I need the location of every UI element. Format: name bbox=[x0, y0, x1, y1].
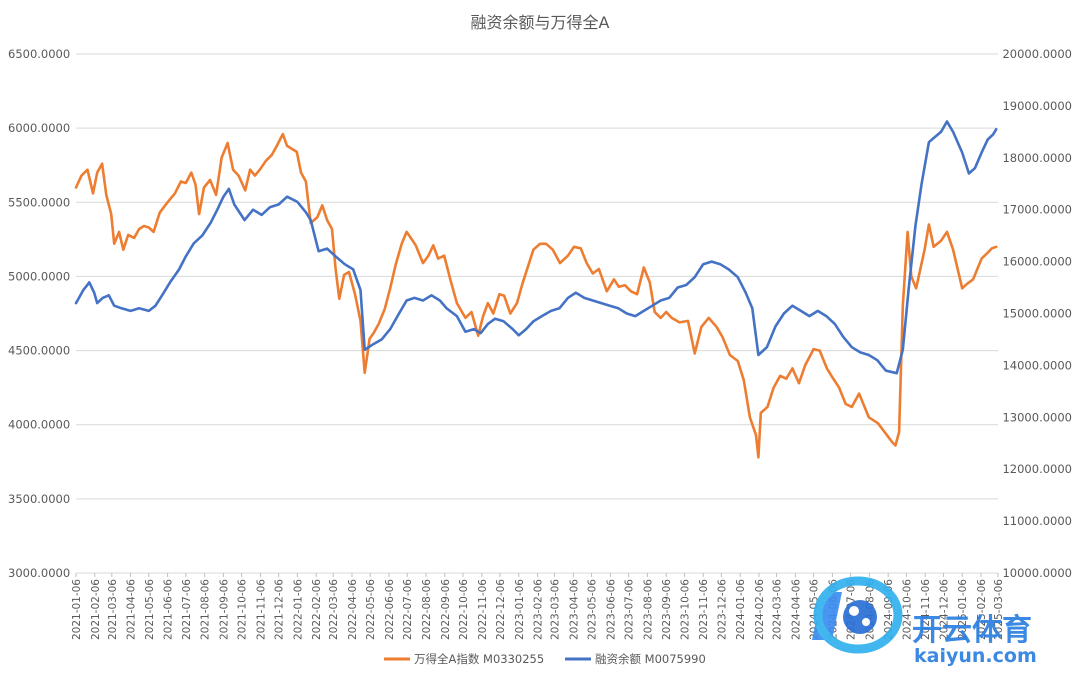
x-tick-label: 2022-03-06 bbox=[328, 579, 340, 640]
x-tick-label: 2023-10-06 bbox=[679, 579, 691, 640]
x-tick-label: 2022-05-06 bbox=[365, 579, 377, 640]
x-tick-label: 2021-01-06 bbox=[71, 579, 83, 640]
left-tick-label: 6500.0000 bbox=[8, 47, 70, 61]
x-tick-label: 2021-05-06 bbox=[144, 579, 156, 640]
legend: 万得全A指数 M0330255 融资余额 M0075990 bbox=[384, 652, 706, 666]
x-tick-label: 2025-03-06 bbox=[993, 579, 1005, 640]
x-tick-label: 2021-02-06 bbox=[90, 579, 102, 640]
right-tick-label: 17000.0000 bbox=[1002, 203, 1072, 217]
x-tick-label: 2022-09-06 bbox=[440, 579, 452, 640]
right-tick-label: 12000.0000 bbox=[1002, 462, 1072, 476]
x-tick-label: 2024-04-06 bbox=[790, 579, 802, 640]
x-tick-label: 2021-11-06 bbox=[255, 579, 267, 640]
left-tick-label: 6000.0000 bbox=[8, 121, 70, 135]
watermark-brand-cn: 开云体育 bbox=[912, 613, 1032, 648]
x-tick-label: 2023-06-06 bbox=[605, 579, 617, 640]
right-tick-label: 14000.0000 bbox=[1002, 358, 1072, 372]
watermark-brand-url: kaiyun.com bbox=[914, 645, 1037, 667]
x-tick-label: 2022-10-06 bbox=[458, 579, 470, 640]
legend-label-margin-balance: 融资余额 M0075990 bbox=[595, 652, 706, 666]
x-tick-label: 2023-05-06 bbox=[587, 579, 599, 640]
legend-label-wind-a: 万得全A指数 M0330255 bbox=[414, 652, 544, 666]
x-tick-label: 2023-02-06 bbox=[533, 579, 545, 640]
x-tick-label: 2021-12-06 bbox=[274, 579, 286, 640]
x-tick-label: 2023-12-06 bbox=[716, 579, 728, 640]
x-tick-label: 2024-02-06 bbox=[754, 579, 766, 640]
grid-lines bbox=[76, 53, 998, 574]
left-tick-label: 3000.0000 bbox=[8, 566, 70, 580]
x-tick-label: 2025-01-06 bbox=[957, 579, 969, 640]
x-tick-label: 2022-11-06 bbox=[477, 579, 489, 640]
right-tick-label: 10000.0000 bbox=[1002, 566, 1072, 580]
right-tick-label: 15000.0000 bbox=[1002, 307, 1072, 321]
x-tick-label: 2021-07-06 bbox=[181, 579, 193, 640]
x-tick-label: 2025-02-06 bbox=[976, 579, 988, 640]
right-tick-label: 11000.0000 bbox=[1002, 514, 1072, 528]
left-tick-label: 5500.0000 bbox=[8, 195, 70, 209]
x-tick-label: 2024-11-06 bbox=[920, 579, 932, 640]
series-line-margin-balance bbox=[74, 120, 998, 375]
x-tick-label: 2024-10-06 bbox=[901, 579, 913, 640]
x-tick-label: 2022-04-06 bbox=[347, 579, 359, 640]
right-tick-label: 18000.0000 bbox=[1002, 151, 1072, 165]
x-tick-label: 2022-08-06 bbox=[421, 579, 433, 640]
x-tick-label: 2021-04-06 bbox=[126, 579, 138, 640]
series-line-wind-a bbox=[74, 132, 998, 459]
x-tick-label: 2024-01-06 bbox=[735, 579, 747, 640]
x-tick-label: 2023-09-06 bbox=[661, 579, 673, 640]
watermark-emblem bbox=[812, 576, 903, 654]
watermark-logo: 开云体育 kaiyun.com bbox=[812, 576, 1037, 667]
left-tick-label: 4500.0000 bbox=[8, 344, 70, 358]
x-tick-label: 2022-12-06 bbox=[495, 579, 507, 640]
x-tick-label: 2023-01-06 bbox=[514, 579, 526, 640]
x-tick-label: 2024-12-06 bbox=[938, 579, 950, 640]
right-tick-label: 16000.0000 bbox=[1002, 255, 1072, 269]
left-axis-ticks: 3000.0000 3500.0000 4000.0000 4500.0000 5000… bbox=[8, 47, 70, 580]
x-tick-label: 2021-10-06 bbox=[237, 579, 249, 640]
x-tick-label: 2022-01-06 bbox=[292, 579, 304, 640]
x-tick-label: 2023-04-06 bbox=[568, 579, 580, 640]
series-lines bbox=[74, 120, 998, 459]
x-tick-label: 2021-08-06 bbox=[200, 579, 212, 640]
right-axis-ticks: 10000.0000 11000.0000 12000.0000 13000.0000… bbox=[1002, 47, 1072, 580]
x-tick-label: 2022-07-06 bbox=[402, 579, 414, 640]
x-tick-label: 2021-03-06 bbox=[107, 579, 119, 640]
right-tick-label: 19000.0000 bbox=[1002, 99, 1072, 113]
right-tick-label: 13000.0000 bbox=[1002, 410, 1072, 424]
x-tick-label: 2023-08-06 bbox=[642, 579, 654, 640]
x-tick-label: 2022-06-06 bbox=[384, 579, 396, 640]
x-tick-label: 2024-03-06 bbox=[772, 579, 784, 640]
x-tick-label: 2023-07-06 bbox=[624, 579, 636, 640]
left-tick-label: 4000.0000 bbox=[8, 418, 70, 432]
x-tick-label: 2023-03-06 bbox=[550, 579, 562, 640]
x-tick-label: 2021-06-06 bbox=[163, 579, 175, 640]
left-tick-label: 5000.0000 bbox=[8, 269, 70, 283]
x-tick-label: 2021-09-06 bbox=[218, 579, 230, 640]
x-tick-label: 2022-02-06 bbox=[311, 579, 323, 640]
right-tick-label: 20000.0000 bbox=[1002, 47, 1072, 61]
chart-title: 融资余额与万得全A bbox=[471, 13, 610, 32]
left-tick-label: 3500.0000 bbox=[8, 492, 70, 506]
x-tick-label: 2023-11-06 bbox=[698, 579, 710, 640]
